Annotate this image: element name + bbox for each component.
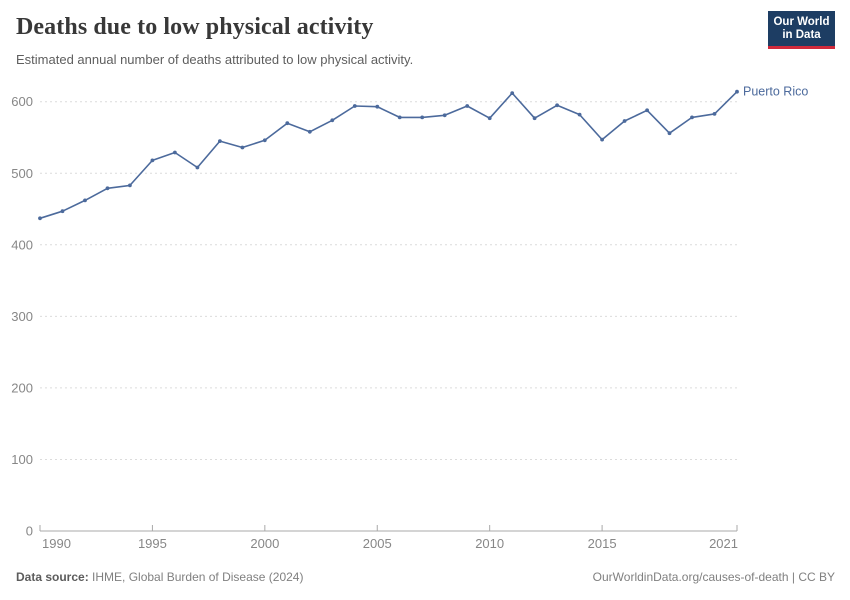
- x-axis-tick-label: 1990: [42, 536, 71, 551]
- data-point: [285, 121, 290, 126]
- data-point: [352, 104, 357, 108]
- data-point: [420, 115, 425, 120]
- data-point: [622, 119, 627, 123]
- y-axis-tick-label: 300: [11, 309, 33, 324]
- data-point: [487, 116, 492, 121]
- y-axis-tick-label: 600: [11, 94, 33, 109]
- data-point: [173, 150, 177, 155]
- data-point: [735, 89, 739, 94]
- data-point: [60, 209, 65, 214]
- data-point: [38, 216, 42, 221]
- chart-subtitle: Estimated annual number of deaths attrib…: [16, 52, 414, 67]
- x-axis-tick-label: 2005: [363, 536, 392, 551]
- data-point: [375, 104, 380, 109]
- data-point: [105, 186, 110, 191]
- data-source-note: Data source: IHME, Global Burden of Dise…: [16, 570, 303, 584]
- owid-logo: Our World in Data: [768, 11, 835, 49]
- data-point: [83, 198, 87, 203]
- data-point: [577, 112, 582, 117]
- data-point: [397, 115, 402, 120]
- data-point: [262, 138, 267, 143]
- x-axis-tick-label: 2010: [475, 536, 504, 551]
- data-point: [127, 183, 132, 188]
- trend-line: [39, 90, 738, 220]
- data-source-text: IHME, Global Burden of Disease (2024): [88, 570, 304, 584]
- y-axis-tick-label: 200: [11, 380, 33, 395]
- series-label: Puerto Rico: [743, 85, 808, 99]
- line-chart: 0 100 200 300 400 500 600 1990 1995 2000 2005 2010 2…: [11, 85, 808, 551]
- data-point: [240, 145, 245, 150]
- data-point: [465, 104, 470, 108]
- x-axis-tick-label: 2000: [250, 536, 279, 551]
- data-source-label: Data source:: [16, 570, 89, 584]
- data-point: [600, 137, 604, 142]
- x-axis-tick-label: 2015: [588, 536, 617, 551]
- x-axis-tick-label: 2021: [709, 536, 738, 551]
- citation-link[interactable]: OurWorldinData.org/causes-of-death | CC …: [592, 570, 835, 584]
- data-point: [218, 139, 222, 143]
- chart-footer: Data source: IHME, Global Burden of Dise…: [16, 570, 835, 584]
- data-point: [667, 131, 672, 136]
- data-point: [645, 108, 649, 113]
- data-point: [150, 158, 155, 163]
- y-axis-tick-label: 500: [11, 166, 33, 181]
- data-point: [307, 129, 312, 134]
- data-point: [532, 116, 537, 121]
- data-point: [510, 91, 515, 95]
- data-point: [195, 165, 200, 170]
- owid-logo-line1: Our World: [773, 15, 830, 28]
- y-axis-tick-label: 0: [26, 524, 33, 539]
- owid-logo-line2: in Data: [782, 28, 821, 41]
- data-point: [330, 118, 335, 123]
- y-axis-tick-label: 400: [11, 237, 33, 252]
- x-axis-tick-label: 1995: [138, 536, 167, 551]
- y-axis-tick-label: 100: [11, 452, 33, 467]
- page-title: Deaths due to low physical activity: [16, 14, 374, 40]
- data-point: [442, 113, 447, 118]
- data-point: [555, 103, 559, 108]
- data-point: [690, 115, 694, 120]
- data-point: [712, 112, 717, 116]
